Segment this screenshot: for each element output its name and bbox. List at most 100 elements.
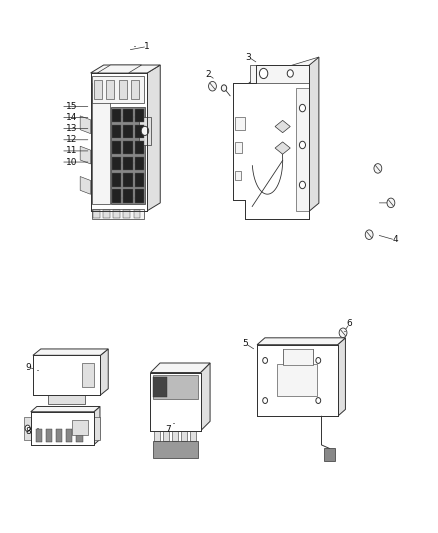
FancyBboxPatch shape: [324, 448, 335, 462]
FancyBboxPatch shape: [112, 125, 121, 138]
FancyBboxPatch shape: [134, 109, 144, 122]
Polygon shape: [309, 57, 319, 211]
FancyBboxPatch shape: [163, 431, 169, 441]
Circle shape: [221, 85, 227, 91]
Circle shape: [263, 398, 268, 403]
FancyBboxPatch shape: [94, 80, 102, 99]
FancyBboxPatch shape: [123, 157, 133, 171]
Polygon shape: [97, 65, 141, 73]
FancyBboxPatch shape: [112, 141, 121, 155]
FancyBboxPatch shape: [112, 173, 121, 187]
Circle shape: [259, 68, 268, 78]
FancyBboxPatch shape: [134, 157, 144, 171]
Polygon shape: [94, 407, 100, 445]
Polygon shape: [80, 146, 91, 164]
FancyBboxPatch shape: [111, 108, 145, 204]
FancyBboxPatch shape: [172, 431, 178, 441]
FancyBboxPatch shape: [134, 125, 144, 138]
Circle shape: [300, 141, 305, 149]
FancyBboxPatch shape: [119, 80, 127, 99]
FancyBboxPatch shape: [106, 80, 114, 99]
Circle shape: [300, 181, 305, 189]
Polygon shape: [91, 65, 160, 73]
Polygon shape: [257, 338, 346, 345]
FancyBboxPatch shape: [139, 117, 151, 144]
Text: 3: 3: [246, 53, 251, 62]
FancyBboxPatch shape: [235, 171, 241, 180]
FancyBboxPatch shape: [123, 141, 133, 155]
FancyBboxPatch shape: [91, 73, 147, 211]
Circle shape: [316, 398, 321, 403]
FancyBboxPatch shape: [25, 417, 31, 440]
Circle shape: [141, 126, 148, 135]
FancyBboxPatch shape: [94, 417, 100, 440]
Circle shape: [316, 358, 321, 364]
Circle shape: [287, 70, 293, 77]
Circle shape: [374, 164, 382, 173]
Polygon shape: [80, 116, 91, 134]
FancyBboxPatch shape: [153, 377, 167, 397]
FancyBboxPatch shape: [250, 65, 309, 84]
FancyBboxPatch shape: [92, 83, 110, 204]
FancyBboxPatch shape: [81, 364, 94, 387]
FancyBboxPatch shape: [277, 364, 318, 396]
FancyBboxPatch shape: [76, 429, 82, 442]
Polygon shape: [150, 363, 210, 373]
Text: 8: 8: [25, 427, 31, 437]
Text: 1: 1: [144, 42, 150, 51]
Polygon shape: [248, 57, 319, 84]
Polygon shape: [33, 349, 108, 356]
FancyBboxPatch shape: [112, 109, 121, 122]
FancyBboxPatch shape: [48, 395, 85, 404]
FancyBboxPatch shape: [103, 210, 110, 218]
Text: 7: 7: [165, 425, 170, 434]
FancyBboxPatch shape: [112, 157, 121, 171]
FancyBboxPatch shape: [92, 76, 144, 103]
FancyBboxPatch shape: [235, 117, 244, 130]
FancyBboxPatch shape: [257, 345, 338, 416]
FancyBboxPatch shape: [155, 431, 160, 441]
FancyBboxPatch shape: [190, 431, 196, 441]
FancyBboxPatch shape: [123, 109, 133, 122]
Polygon shape: [100, 349, 108, 395]
Circle shape: [387, 198, 395, 208]
FancyBboxPatch shape: [134, 141, 144, 155]
FancyBboxPatch shape: [153, 441, 198, 458]
FancyBboxPatch shape: [134, 173, 144, 187]
FancyBboxPatch shape: [235, 142, 242, 152]
FancyBboxPatch shape: [92, 209, 144, 219]
FancyBboxPatch shape: [123, 125, 133, 138]
FancyBboxPatch shape: [131, 80, 139, 99]
FancyBboxPatch shape: [123, 189, 133, 203]
Circle shape: [300, 104, 305, 112]
FancyBboxPatch shape: [93, 210, 100, 218]
Circle shape: [25, 425, 30, 431]
Polygon shape: [275, 120, 290, 133]
FancyBboxPatch shape: [153, 375, 198, 399]
Polygon shape: [80, 176, 91, 195]
FancyBboxPatch shape: [283, 349, 314, 365]
Text: 10: 10: [66, 158, 78, 166]
Polygon shape: [201, 363, 210, 431]
Text: 4: 4: [392, 236, 398, 245]
FancyBboxPatch shape: [124, 210, 130, 218]
FancyBboxPatch shape: [112, 189, 121, 203]
Polygon shape: [31, 407, 100, 412]
FancyBboxPatch shape: [134, 189, 144, 203]
FancyBboxPatch shape: [31, 412, 94, 445]
Text: 15: 15: [66, 102, 78, 111]
Circle shape: [365, 230, 373, 239]
Text: 12: 12: [66, 135, 78, 144]
FancyBboxPatch shape: [33, 356, 100, 395]
FancyBboxPatch shape: [113, 210, 120, 218]
Text: 14: 14: [66, 113, 78, 122]
Circle shape: [263, 358, 268, 364]
Polygon shape: [275, 142, 290, 154]
Polygon shape: [338, 338, 346, 416]
FancyBboxPatch shape: [134, 210, 141, 218]
FancyBboxPatch shape: [296, 88, 309, 211]
Text: 13: 13: [66, 124, 78, 133]
FancyBboxPatch shape: [56, 429, 62, 442]
FancyBboxPatch shape: [181, 431, 187, 441]
Polygon shape: [147, 65, 160, 211]
